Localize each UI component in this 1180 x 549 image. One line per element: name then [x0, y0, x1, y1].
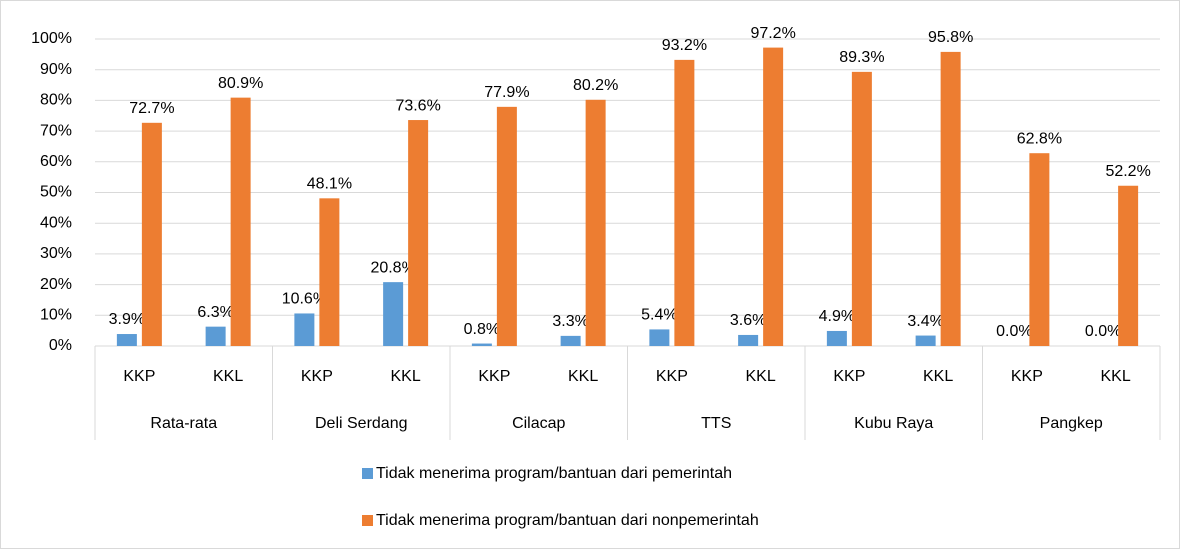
data-label: 0.8% — [464, 321, 500, 338]
group-label: Rata-rata — [150, 415, 217, 432]
data-label: 77.9% — [484, 84, 529, 101]
data-label: 3.4% — [907, 313, 943, 330]
data-label: 73.6% — [395, 97, 440, 114]
y-tick-label: 20% — [40, 276, 72, 293]
bar — [116, 334, 137, 346]
bar — [585, 99, 606, 346]
data-label: 3.3% — [552, 313, 588, 330]
data-label: 0.0% — [1085, 323, 1121, 340]
x-tick-label: KKL — [1101, 368, 1131, 385]
data-label: 93.2% — [662, 37, 707, 54]
group-label: Pangkep — [1040, 415, 1103, 432]
data-label: 48.1% — [307, 176, 352, 193]
bar — [940, 51, 961, 346]
data-label: 89.3% — [839, 49, 884, 66]
y-tick-label: 40% — [40, 214, 72, 231]
x-tick-label: KKP — [301, 368, 333, 385]
bar — [294, 313, 315, 346]
y-tick-label: 10% — [40, 307, 72, 324]
y-tick-label: 0% — [49, 337, 72, 354]
data-label: 72.7% — [129, 100, 174, 117]
x-tick-label: KKL — [746, 368, 776, 385]
bar — [1118, 185, 1139, 346]
bar — [141, 122, 162, 346]
x-tick-label: KKP — [123, 368, 155, 385]
data-label: 6.3% — [197, 304, 233, 321]
data-label: 52.2% — [1105, 163, 1150, 180]
data-label: 4.9% — [819, 308, 855, 325]
legend-label: Tidak menerima program/bantuan dari peme… — [376, 465, 732, 482]
bar — [851, 71, 872, 346]
x-tick-label: KKP — [833, 368, 865, 385]
bar — [230, 97, 251, 347]
x-tick-label: KKL — [923, 368, 953, 385]
group-label: Kubu Raya — [854, 415, 933, 432]
legend-label: Tidak menerima program/bantuan dari nonp… — [376, 512, 759, 529]
bar — [674, 59, 695, 346]
x-tick-label: KKL — [391, 368, 421, 385]
x-tick-label: KKL — [213, 368, 243, 385]
data-label: 0.0% — [996, 323, 1032, 340]
data-label: 3.9% — [109, 311, 145, 328]
data-label: 5.4% — [641, 307, 677, 324]
bar — [383, 282, 404, 346]
x-tick-label: KKP — [1011, 368, 1043, 385]
bar — [738, 334, 759, 346]
group-label: Cilacap — [512, 415, 565, 432]
data-label: 20.8% — [370, 259, 415, 276]
y-tick-label: 70% — [40, 122, 72, 139]
bar — [826, 330, 847, 346]
y-tick-label: 100% — [31, 30, 72, 47]
data-label: 10.6% — [282, 291, 327, 308]
bar — [205, 326, 226, 346]
data-label: 97.2% — [750, 25, 795, 42]
y-tick-label: 30% — [40, 245, 72, 262]
x-tick-label: KKP — [656, 368, 688, 385]
data-label: 62.8% — [1017, 130, 1062, 147]
y-tick-label: 50% — [40, 184, 72, 201]
bar — [496, 106, 517, 346]
bar — [408, 120, 429, 346]
data-label: 3.6% — [730, 312, 766, 329]
data-label: 80.2% — [573, 77, 618, 94]
data-label: 95.8% — [928, 29, 973, 46]
data-label: 80.9% — [218, 75, 263, 92]
bar — [319, 198, 340, 346]
bar — [915, 335, 936, 346]
x-tick-label: KKL — [568, 368, 598, 385]
y-tick-label: 80% — [40, 92, 72, 109]
group-label: Deli Serdang — [315, 415, 408, 432]
bar — [471, 343, 492, 346]
group-label: TTS — [701, 415, 731, 432]
y-tick-label: 60% — [40, 153, 72, 170]
legend-swatch — [362, 468, 373, 479]
x-tick-label: KKP — [478, 368, 510, 385]
bar — [1029, 153, 1050, 346]
legend-swatch — [362, 515, 373, 526]
bar — [763, 47, 784, 346]
y-tick-label: 90% — [40, 61, 72, 78]
bar — [649, 329, 670, 346]
bar — [560, 335, 581, 346]
